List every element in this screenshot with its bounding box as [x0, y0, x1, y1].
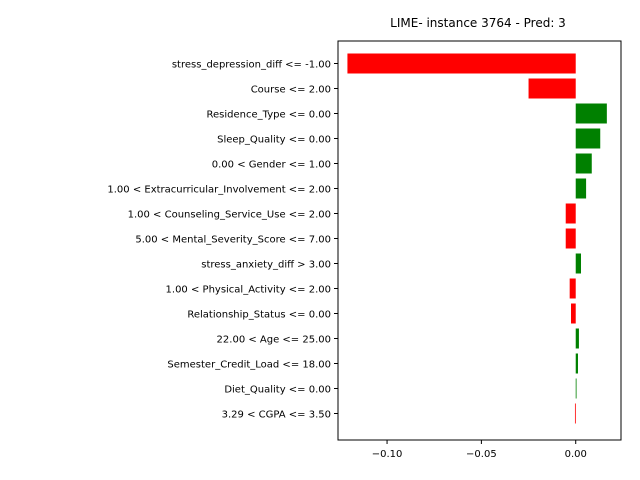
x-tick-label: −0.10 — [372, 449, 403, 460]
bar — [575, 328, 579, 349]
y-tick-labels: stress_depression_diff <= -1.00 Course <=… — [107, 60, 338, 421]
bar — [347, 53, 576, 74]
y-tick-label: 5.00 < Mental_Severity_Score <= 7.00 — [135, 235, 331, 246]
bar — [575, 153, 592, 174]
y-tick-label: Residence_Type <= 0.00 — [207, 110, 331, 121]
bar — [575, 128, 601, 149]
plot-frame — [337, 40, 622, 441]
bar — [575, 103, 607, 124]
y-tick-label: 22.00 < Age <= 25.00 — [217, 335, 331, 346]
bar — [575, 178, 587, 199]
bar — [528, 78, 576, 99]
bar — [565, 203, 576, 224]
bar — [569, 278, 576, 299]
bar — [575, 253, 582, 274]
bar — [575, 353, 578, 374]
bars-group — [347, 53, 607, 424]
y-tick-label: Relationship_Status <= 0.00 — [187, 310, 331, 321]
y-tick-label: 3.29 < CGPA <= 3.50 — [222, 410, 331, 421]
y-tick-label: stress_depression_diff <= -1.00 — [172, 60, 331, 71]
bar — [565, 228, 576, 249]
bar — [575, 378, 577, 399]
bar — [571, 303, 576, 324]
y-tick-label: 1.00 < Extracurricular_Involvement <= 2.… — [107, 185, 331, 196]
x-axis: −0.10 −0.05 0.00 — [372, 440, 587, 460]
y-tick-label: 1.00 < Counseling_Service_Use <= 2.00 — [128, 210, 331, 221]
y-tick-label: Diet_Quality <= 0.00 — [224, 385, 331, 396]
x-tick-label: −0.05 — [466, 449, 497, 460]
y-tick-label: 0.00 < Gender <= 1.00 — [212, 160, 331, 171]
bar — [574, 403, 576, 424]
chart-title: LIME- instance 3764 - Pred: 3 — [390, 16, 566, 30]
y-tick-label: stress_anxiety_diff > 3.00 — [201, 260, 331, 271]
y-tick-label: 1.00 < Physical_Activity <= 2.00 — [166, 285, 331, 296]
y-tick-label: Sleep_Quality <= 0.00 — [217, 135, 331, 146]
x-tick-label: 0.00 — [565, 449, 587, 460]
y-tick-label: Semester_Credit_Load <= 18.00 — [167, 360, 331, 371]
y-tick-label: Course <= 2.00 — [251, 85, 331, 96]
